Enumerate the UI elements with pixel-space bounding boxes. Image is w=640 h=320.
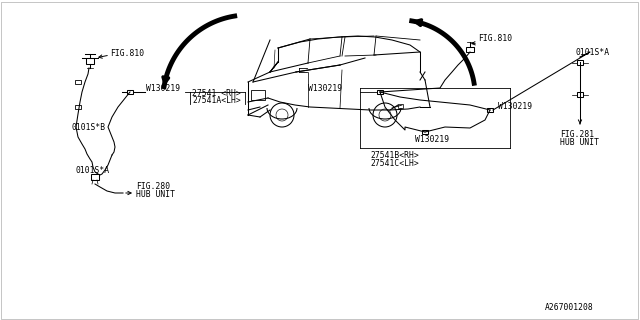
Bar (75, 80, 81, 84)
Bar (466, 47, 474, 52)
Text: W130219: W130219 (146, 84, 180, 93)
Text: W130219: W130219 (415, 135, 449, 144)
Text: FIG.810: FIG.810 (110, 49, 144, 58)
Bar (577, 60, 583, 65)
Bar (398, 104, 403, 108)
Text: W130219: W130219 (308, 84, 342, 93)
Text: FIG.810: FIG.810 (478, 34, 512, 43)
Text: 27541A<LH>: 27541A<LH> (192, 96, 241, 105)
Bar (487, 108, 493, 112)
Text: 0101S*A: 0101S*A (75, 166, 109, 175)
Bar (75, 105, 81, 109)
Bar (577, 92, 583, 97)
Bar (127, 90, 133, 94)
Text: A267001208: A267001208 (545, 303, 594, 312)
Text: 0101S*B: 0101S*B (72, 123, 106, 132)
Bar (377, 90, 383, 94)
Bar (91, 174, 99, 180)
Bar (422, 130, 428, 134)
Text: FIG.280: FIG.280 (136, 182, 170, 191)
Text: 27541 <RH>: 27541 <RH> (192, 89, 241, 98)
Text: HUB UNIT: HUB UNIT (136, 190, 175, 199)
Text: HUB UNIT: HUB UNIT (560, 138, 599, 147)
Bar (86, 58, 94, 64)
Text: 27541C<LH>: 27541C<LH> (370, 159, 419, 168)
Text: 27541B<RH>: 27541B<RH> (370, 151, 419, 160)
Bar (251, 90, 265, 100)
Text: W130219: W130219 (498, 102, 532, 111)
Text: FIG.281: FIG.281 (560, 130, 594, 139)
Text: 0101S*A: 0101S*A (575, 48, 609, 57)
